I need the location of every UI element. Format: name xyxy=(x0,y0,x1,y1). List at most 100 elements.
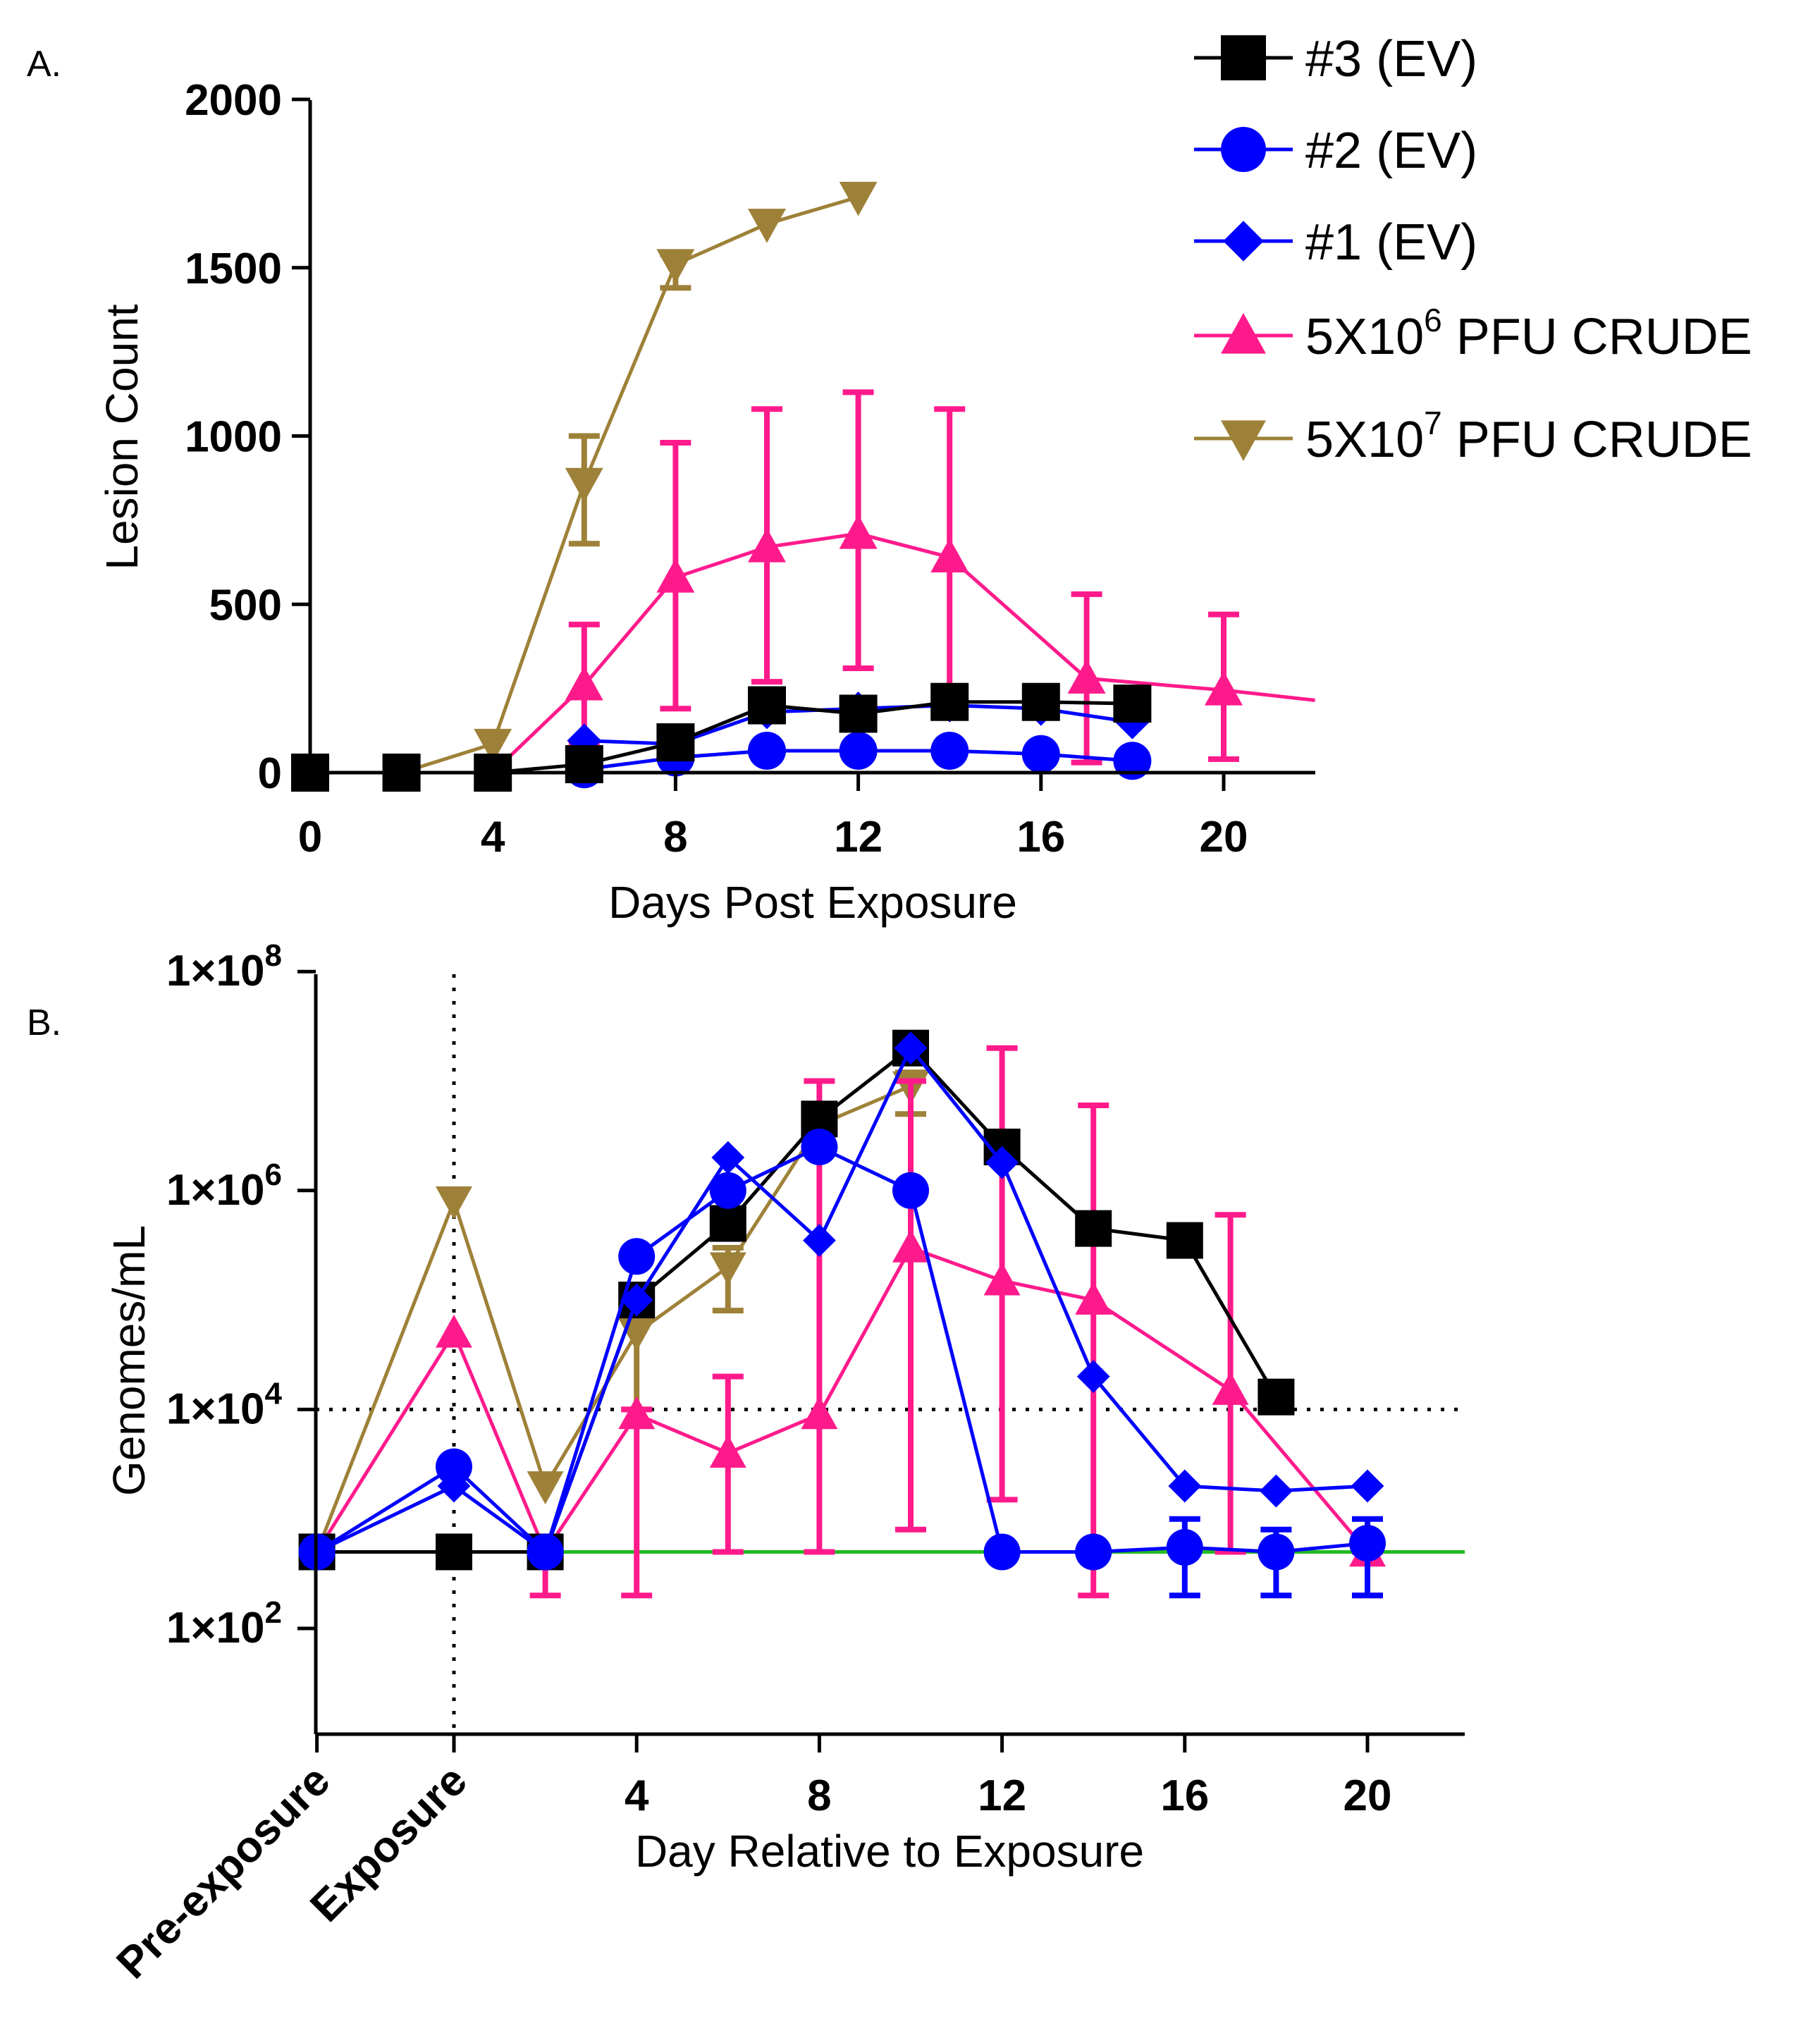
panel-b-y-tick-exponent: 6 xyxy=(265,1158,282,1192)
panel-b-y-tick-mantissa: 1×10 xyxy=(166,1166,265,1215)
b-series-0-point xyxy=(1075,1210,1112,1247)
a-series-1-point xyxy=(1021,735,1060,773)
a-series-3-line xyxy=(491,532,1315,774)
panel-a-chart: A. 0 4 8 12 16 20 0 500 1000 1500 2000 Days Post E… xyxy=(27,31,1752,928)
b-series-2-point xyxy=(1168,1469,1202,1503)
legend-item-4: 5X107 PFU CRUDE xyxy=(1194,405,1752,468)
panel-b-y-tick-label: 1×106 xyxy=(166,1158,282,1215)
b-series-1-point xyxy=(892,1172,929,1209)
legend-item-1-label: #2 (EV) xyxy=(1305,123,1477,179)
b-series-3-point xyxy=(801,1396,838,1430)
b-series-1-point xyxy=(801,1128,838,1165)
legend-item-4-marker xyxy=(1221,420,1266,461)
b-series-4-point xyxy=(709,1252,746,1286)
a-series-4-line xyxy=(400,195,859,775)
legend-label-superscript: 6 xyxy=(1424,302,1442,338)
b-series-1 xyxy=(298,1128,1386,1599)
panel-b-x-tick-label: 20 xyxy=(1344,1772,1392,1820)
b-series-0-point xyxy=(1258,1378,1295,1416)
b-series-1-point xyxy=(1166,1529,1203,1566)
panel-b-y-tick-exponent: 2 xyxy=(265,1595,282,1630)
a-series-4-point xyxy=(474,728,512,763)
b-series-1-point xyxy=(1258,1533,1295,1571)
legend-item-3-marker xyxy=(1221,313,1266,354)
a-series-0-point xyxy=(748,686,786,725)
legend-label-superscript: 7 xyxy=(1424,405,1442,441)
panel-a-x-tick-label: 16 xyxy=(1016,813,1065,861)
legend: #3 (EV)#2 (EV)#1 (EV)5X106 PFU CRUDE5X10… xyxy=(1194,31,1752,468)
a-series-0-point xyxy=(656,723,695,762)
panel-b-x-tick-label: 12 xyxy=(978,1772,1026,1820)
b-series-2-point xyxy=(985,1146,1019,1179)
legend-item-1: #2 (EV) xyxy=(1194,123,1477,179)
panel-a-letter: A. xyxy=(27,44,61,85)
panel-b-y-axis-title: Genomes/mL xyxy=(104,1225,154,1496)
b-series-3-point xyxy=(983,1262,1021,1296)
b-series-0 xyxy=(298,1029,1295,1571)
b-series-1-point xyxy=(1075,1533,1112,1571)
legend-item-3-label: 5X106 PFU CRUDE xyxy=(1305,302,1752,365)
panel-a-y-tick-label: 1000 xyxy=(185,413,282,462)
panel-a-y-tick-label: 0 xyxy=(258,749,282,798)
legend-label-main: 5X10 xyxy=(1305,412,1424,468)
a-series-3 xyxy=(474,389,1315,788)
panel-a-x-axis-title: Days Post Exposure xyxy=(608,877,1017,928)
b-series-0-point xyxy=(709,1205,746,1242)
panel-a-y-tick-label: 500 xyxy=(209,581,282,630)
panel-b-chart: B. 4 8 12 16 20Pre-exposureExposure1×1081×10… xyxy=(27,938,1465,1988)
b-series-3-point xyxy=(892,1229,929,1263)
panel-a-y-tick-label: 2000 xyxy=(185,76,282,125)
a-series-0-point xyxy=(839,694,878,733)
a-series-0-point xyxy=(1113,685,1152,723)
b-series-2-point xyxy=(711,1141,745,1174)
a-series-3-point xyxy=(565,665,603,701)
b-series-1-point xyxy=(1349,1525,1386,1562)
panel-b-category-tick-label: Pre-exposure xyxy=(107,1756,339,1988)
a-series-4-point xyxy=(839,181,878,216)
panel-b-y-tick-exponent: 4 xyxy=(265,1376,283,1411)
b-series-1-point xyxy=(709,1172,746,1209)
b-series-2-point xyxy=(620,1283,653,1317)
b-series-3-point xyxy=(436,1314,472,1348)
a-series-3-point xyxy=(839,514,878,549)
legend-item-0-marker xyxy=(1221,35,1266,80)
legend-label-main: 5X10 xyxy=(1305,309,1424,365)
a-series-3-point xyxy=(748,528,786,563)
b-series-1-point xyxy=(618,1238,656,1275)
b-series-2-point xyxy=(803,1224,836,1258)
a-series-1-point xyxy=(839,731,878,770)
panel-b-x-tick-label: 8 xyxy=(807,1772,831,1820)
a-series-0-point xyxy=(1021,682,1060,721)
legend-item-3: 5X106 PFU CRUDE xyxy=(1194,302,1752,365)
b-series-1-line xyxy=(316,1145,1368,1555)
panel-b-y-tick-exponent: 8 xyxy=(265,938,282,973)
b-series-2-point xyxy=(894,1031,928,1065)
panel-b-y-tick-mantissa: 1×10 xyxy=(166,947,265,995)
b-series-3-point xyxy=(1075,1282,1112,1315)
panel-b-x-tick-label: 16 xyxy=(1160,1772,1209,1820)
legend-item-2: #1 (EV) xyxy=(1194,214,1477,271)
b-series-2-line xyxy=(316,1045,1368,1555)
a-series-3-point xyxy=(1067,659,1106,694)
a-series-0 xyxy=(291,682,1152,792)
panel-b-y-tick-mantissa: 1×10 xyxy=(166,1385,265,1433)
panel-a-y-tick-label: 1500 xyxy=(185,245,282,293)
b-series-3-point xyxy=(1212,1372,1249,1405)
b-series-0-point xyxy=(436,1533,472,1571)
a-series-0-point xyxy=(565,745,603,784)
a-series-1-point xyxy=(930,731,969,770)
panel-a-series xyxy=(291,181,1315,792)
a-series-0-point xyxy=(930,682,969,721)
panel-b-series xyxy=(298,1029,1386,1599)
a-series-3-point xyxy=(930,538,969,572)
a-series-4 xyxy=(382,181,878,792)
legend-item-0-label: #3 (EV) xyxy=(1305,31,1477,87)
legend-item-2-marker xyxy=(1223,221,1264,262)
b-series-4-point xyxy=(527,1471,564,1504)
legend-item-1-marker xyxy=(1221,127,1266,172)
panel-a-x-tick-label: 4 xyxy=(481,813,505,861)
legend-item-2-label: #1 (EV) xyxy=(1305,214,1477,271)
b-series-0-point xyxy=(1166,1222,1203,1259)
panel-a-x-tick-label: 20 xyxy=(1200,813,1248,861)
